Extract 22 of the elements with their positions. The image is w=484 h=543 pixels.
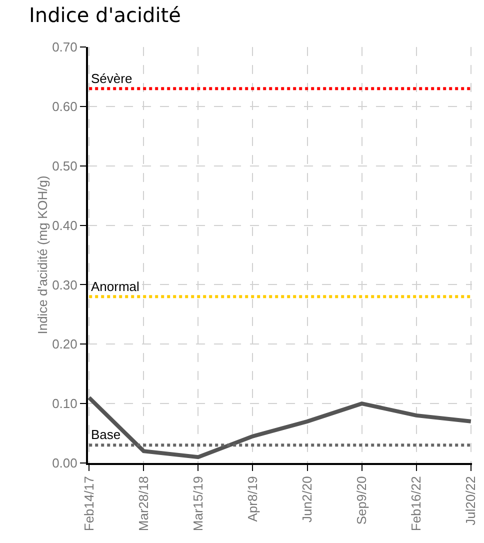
- x-tick-label: Mar15/19: [190, 476, 206, 532]
- y-tick-label: 0.60: [52, 98, 78, 114]
- y-tick-label: 0.40: [52, 218, 78, 233]
- x-tick-label: Jun2/20: [299, 476, 314, 522]
- y-tick-label: 0.20: [52, 336, 78, 352]
- ref-line-label: Sévère: [91, 71, 132, 86]
- y-axis-title: Indice d'acidité (mg KOH/g): [35, 176, 50, 334]
- x-tick-label: Feb14/17: [81, 476, 96, 532]
- y-tick-label: 0.70: [52, 40, 78, 55]
- x-tick-label: Mar28/18: [136, 476, 151, 532]
- y-tick-label: 0.00: [52, 456, 78, 471]
- x-tick-label: Apr8/19: [244, 476, 260, 522]
- y-tick-label: 0.30: [52, 277, 78, 292]
- ref-line-label: Anormal: [91, 279, 140, 294]
- y-tick-label: 0.50: [52, 158, 78, 174]
- chart-title: Indice d'acidité: [29, 3, 181, 28]
- x-tick-label: Sep9/20: [354, 476, 370, 525]
- line-series: [88, 396, 472, 460]
- x-tick-label: Feb16/22: [408, 476, 424, 532]
- x-tick-label: Jul20/22: [463, 476, 478, 526]
- y-tick-label: 0.10: [52, 396, 78, 412]
- ref-line-label: Base: [91, 427, 121, 442]
